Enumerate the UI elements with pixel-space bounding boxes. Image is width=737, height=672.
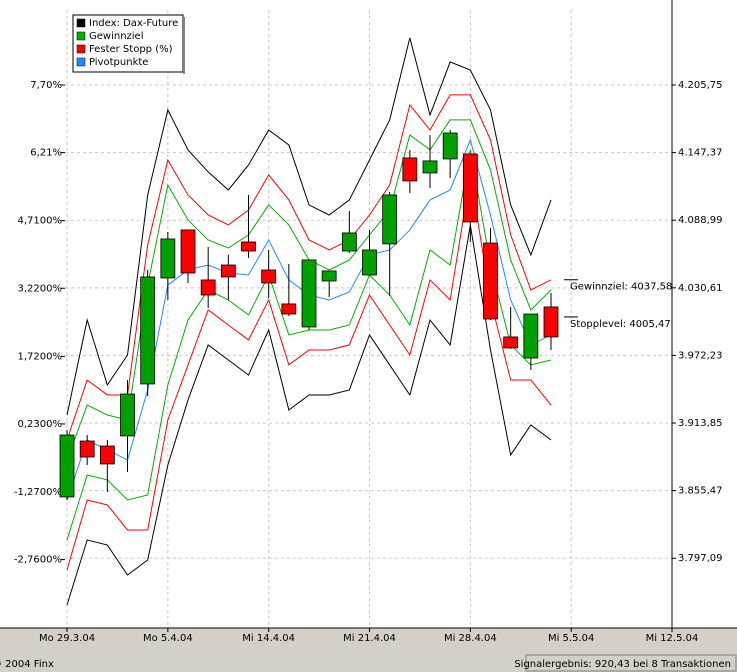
legend-shadow: [183, 17, 185, 74]
candle-body: [382, 194, 398, 245]
candle-body: [281, 303, 297, 315]
plot-background: [0, 0, 737, 628]
y-tick-label: 3.797,09: [678, 553, 723, 564]
footer-left: © 2004 Finx: [0, 659, 54, 670]
y2-tick-label: 1,7200%: [18, 351, 63, 362]
legend-swatch: [76, 44, 86, 54]
footer-box: [525, 654, 737, 672]
x-tick-label: Mi 21.4.04: [343, 633, 396, 644]
footer-right: Signalergebnis: 920,43 bei 8 Transaktion…: [514, 659, 731, 670]
band-line: [66, 149, 552, 541]
y-tick-label: 3.972,23: [678, 350, 723, 361]
candle-body: [160, 238, 176, 279]
legend-swatch: [76, 57, 86, 67]
x-tick-label: Mi 5.5.04: [548, 633, 594, 644]
x-tick-label: Mi 28.4.04: [444, 633, 497, 644]
candle-body: [402, 157, 418, 182]
candle-body: [140, 276, 156, 385]
candle-body: [503, 336, 519, 349]
legend-label: Gewinnziel: [89, 31, 144, 42]
y-tick-label: 4.088,99: [678, 215, 723, 226]
legend: Index: Dax-Future Gewinnziel Fester Stopp …: [72, 14, 185, 74]
legend-swatch: [76, 31, 86, 41]
candle-body: [483, 242, 498, 320]
legend-box: [72, 14, 184, 73]
candle-body: [180, 229, 196, 274]
candle-body: [200, 279, 216, 296]
candle-body: [422, 160, 438, 174]
y2-tick-label: 4,7100%: [18, 216, 63, 227]
candle-body: [241, 241, 256, 252]
y-tick-label: 4.147,37: [678, 148, 723, 159]
y-tick-label: 3.913,85: [678, 418, 723, 429]
candle-body: [79, 440, 95, 458]
candle-body: [120, 393, 135, 437]
legend-label: Pivotpunkte: [89, 57, 148, 68]
annotation-label: Stopplevel: 4005,47: [570, 319, 671, 330]
y2-tick-label: 3,2200%: [18, 283, 63, 294]
legend-label: Index: Dax-Future: [89, 18, 178, 29]
y-tick-label: 3.855,47: [678, 486, 723, 497]
x-tick-label: Mi 14.4.04: [242, 633, 295, 644]
candle-body: [59, 434, 75, 498]
candle-body: [523, 313, 539, 359]
annotation-label: Gewinnziel: 4037,58: [570, 282, 672, 293]
candle-body: [543, 306, 559, 338]
candle-body: [99, 445, 115, 465]
y2-tick-label: 6,21%: [30, 148, 62, 159]
y2-tick-label: -1,2700%: [14, 487, 62, 498]
candle-body: [321, 270, 337, 282]
candle-body: [362, 249, 377, 276]
candle-body: [341, 232, 357, 252]
candle-body: [261, 269, 277, 284]
y2-tick-label: 0,2300%: [18, 419, 63, 430]
y-tick-label: 4.205,75: [678, 80, 723, 91]
x-tick-label: Mo 5.4.04: [143, 633, 193, 644]
candle-body: [301, 259, 317, 328]
legend-swatch: [76, 18, 86, 28]
y-tick-label: 4.030,61: [678, 283, 723, 294]
x-tick-label: Mo 29.3.04: [39, 633, 95, 644]
candle-body: [442, 132, 458, 160]
legend-label: Fester Stopp (%): [89, 44, 173, 55]
envelope-line: [66, 37, 552, 416]
candle-body: [220, 264, 236, 278]
x-tick-label: Mi 12.5.04: [646, 633, 699, 644]
band-line: [66, 94, 552, 441]
y2-tick-label: 7,70%: [30, 80, 62, 91]
y2-tick-label: -2,7600%: [14, 555, 62, 566]
candle-body: [462, 153, 478, 223]
